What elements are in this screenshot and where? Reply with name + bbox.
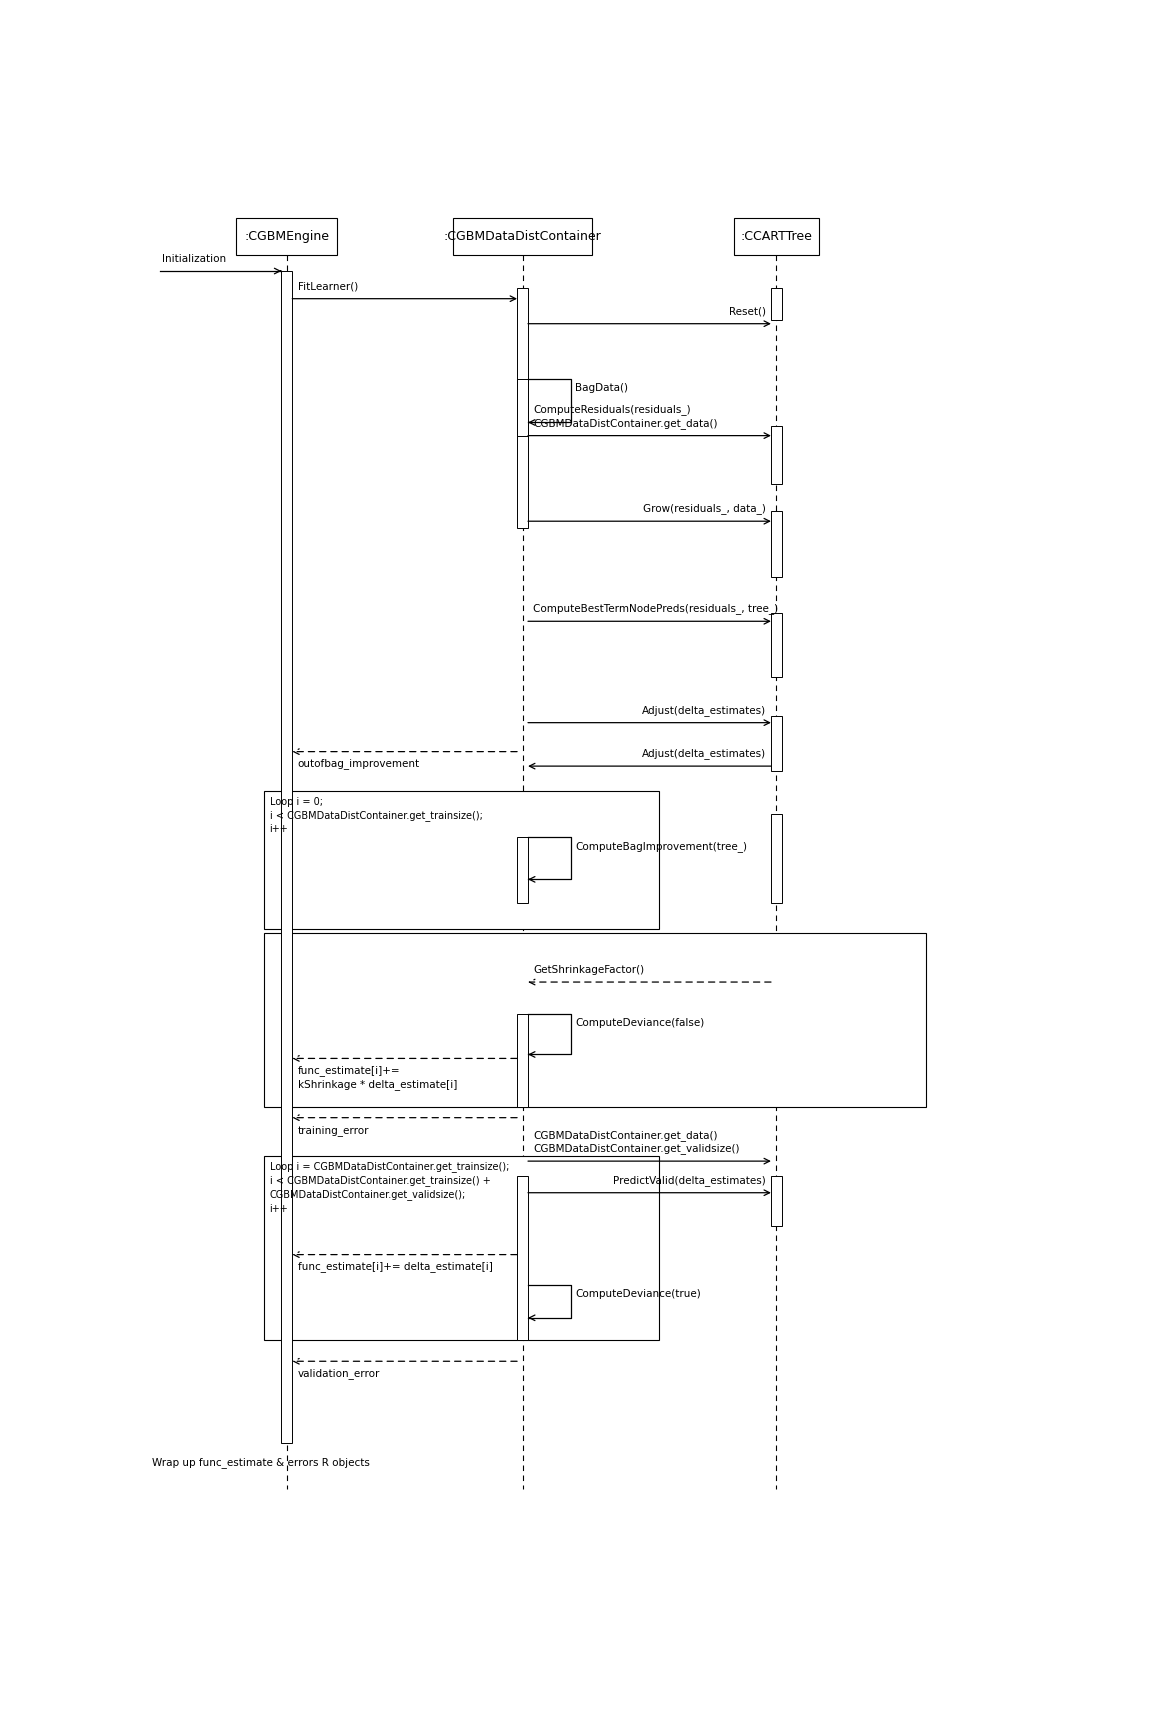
Text: FitLearner(): FitLearner() xyxy=(297,282,358,292)
Bar xyxy=(517,1175,528,1341)
Bar xyxy=(771,716,782,771)
Text: func_estimate[i]+= delta_estimate[i]: func_estimate[i]+= delta_estimate[i] xyxy=(297,1262,493,1272)
Text: Reset(): Reset() xyxy=(729,306,765,316)
Text: PredictValid(delta_estimates): PredictValid(delta_estimates) xyxy=(613,1175,765,1185)
Bar xyxy=(236,219,337,255)
Text: Grow(residuals_, data_): Grow(residuals_, data_) xyxy=(642,503,765,515)
Text: ComputeResiduals(residuals_)
CGBMDataDistContainer.get_data(): ComputeResiduals(residuals_) CGBMDataDis… xyxy=(534,405,718,429)
Bar xyxy=(517,1014,528,1106)
Text: Adjust(delta_estimates): Adjust(delta_estimates) xyxy=(641,705,765,716)
Text: ComputeDeviance(false): ComputeDeviance(false) xyxy=(576,1017,704,1028)
Bar xyxy=(771,614,782,677)
Bar xyxy=(264,1156,659,1341)
Bar xyxy=(517,380,528,436)
Text: CGBMDataDistContainer.get_data()
CGBMDataDistContainer.get_validsize(): CGBMDataDistContainer.get_data() CGBMDat… xyxy=(534,1130,739,1154)
Text: ComputeDeviance(true): ComputeDeviance(true) xyxy=(576,1289,701,1298)
Text: training_error: training_error xyxy=(297,1125,370,1135)
Bar xyxy=(264,792,659,930)
Bar xyxy=(771,814,782,903)
Text: :CGBMEngine: :CGBMEngine xyxy=(245,231,329,243)
Bar xyxy=(264,934,927,1106)
Bar xyxy=(771,426,782,484)
Bar xyxy=(734,219,819,255)
Text: outofbag_improvement: outofbag_improvement xyxy=(297,759,420,770)
Bar xyxy=(771,1175,782,1226)
Text: :CCARTTree: :CCARTTree xyxy=(741,231,812,243)
Bar xyxy=(771,289,782,320)
Text: Loop i = 0;
i < CGBMDataDistContainer.get_trainsize();
i++: Loop i = 0; i < CGBMDataDistContainer.ge… xyxy=(269,797,482,834)
Bar xyxy=(771,511,782,576)
Text: Initialization: Initialization xyxy=(161,255,226,263)
Text: ComputeBagImprovement(tree_): ComputeBagImprovement(tree_) xyxy=(576,841,748,852)
Bar xyxy=(517,289,528,528)
Text: func_estimate[i]+=
kShrinkage * delta_estimate[i]: func_estimate[i]+= kShrinkage * delta_es… xyxy=(297,1065,457,1089)
Text: Loop i = CGBMDataDistContainer.get_trainsize();
i < CGBMDataDistContainer.get_tr: Loop i = CGBMDataDistContainer.get_train… xyxy=(269,1161,509,1214)
Text: Adjust(delta_estimates): Adjust(delta_estimates) xyxy=(641,749,765,759)
Text: ComputeBestTermNodePreds(residuals_, tree_): ComputeBestTermNodePreds(residuals_, tre… xyxy=(534,604,778,614)
Bar xyxy=(517,838,528,903)
Text: Wrap up func_estimate & errors R objects: Wrap up func_estimate & errors R objects xyxy=(152,1457,371,1469)
Bar xyxy=(281,272,292,1443)
Text: validation_error: validation_error xyxy=(297,1368,380,1378)
Bar xyxy=(453,219,592,255)
Text: GetShrinkageFactor(): GetShrinkageFactor() xyxy=(534,964,645,975)
Text: :CGBMDataDistContainer: :CGBMDataDistContainer xyxy=(443,231,601,243)
Text: BagData(): BagData() xyxy=(576,383,628,393)
